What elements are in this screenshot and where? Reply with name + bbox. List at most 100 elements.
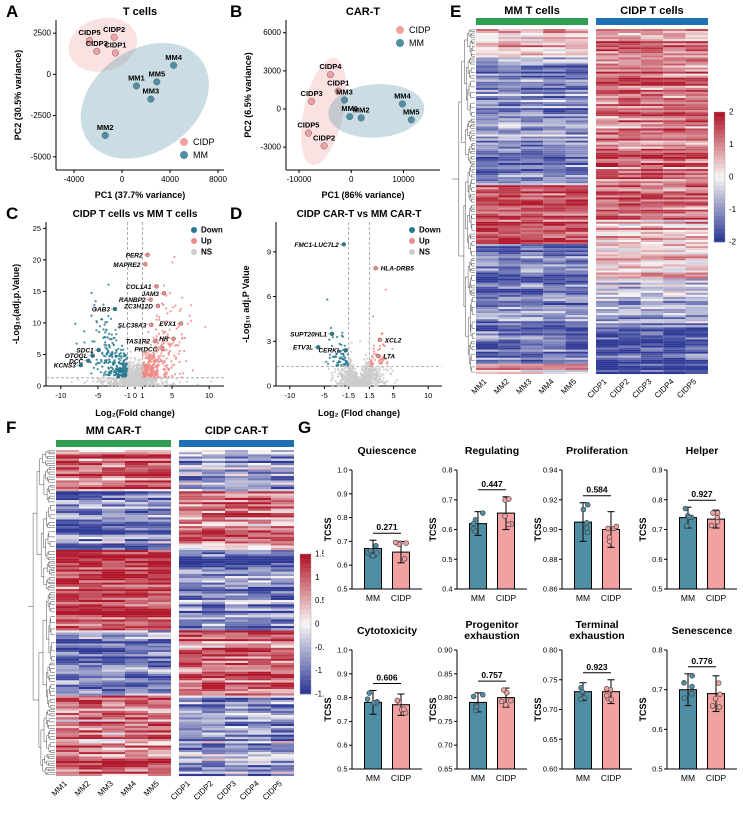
svg-text:LTA: LTA [383, 354, 395, 361]
svg-text:-3000: -3000 [261, 143, 282, 152]
panel-letter-a: A [6, 2, 19, 21]
svg-text:MM: MM [193, 150, 208, 160]
plot: Terminalexhaustion0.600.650.700.750.80TC… [533, 619, 632, 783]
svg-text:PC2 (30.5% variance): PC2 (30.5% variance) [13, 50, 23, 141]
svg-text:PC1 (86% variance): PC1 (86% variance) [321, 190, 404, 200]
svg-text:CIDP2: CIDP2 [313, 133, 335, 142]
svg-text:SLC38A3: SLC38A3 [118, 322, 147, 329]
svg-text:6: 6 [267, 292, 271, 301]
svg-text:COL1A1: COL1A1 [126, 284, 152, 291]
svg-text:4000: 4000 [161, 175, 179, 184]
svg-text:MM1: MM1 [470, 377, 489, 396]
svg-text:-5: -5 [321, 391, 328, 400]
svg-text:MM2: MM2 [97, 123, 114, 132]
svg-text:PC2 (6.5% variance): PC2 (6.5% variance) [243, 52, 253, 138]
svg-text:Down: Down [419, 226, 441, 235]
svg-text:9: 9 [267, 247, 271, 256]
svg-text:FMC1-LUC7L2: FMC1-LUC7L2 [294, 242, 339, 249]
svg-text:MM5: MM5 [403, 107, 420, 116]
svg-text:0: 0 [133, 391, 137, 400]
svg-text:-5000: -5000 [31, 152, 52, 161]
svg-text:HR: HR [159, 336, 169, 343]
svg-text:-10000: -10000 [287, 175, 312, 184]
svg-text:3: 3 [267, 337, 271, 346]
svg-text:CIDP1: CIDP1 [586, 377, 609, 400]
svg-text:10: 10 [33, 318, 41, 327]
panel-letter-d: D [230, 204, 243, 223]
svg-text:MM5: MM5 [559, 377, 578, 396]
svg-text:MM3: MM3 [142, 87, 159, 96]
svg-text:MM3: MM3 [336, 88, 353, 97]
svg-text:CIDP: CIDP [193, 137, 215, 147]
svg-text:5: 5 [391, 391, 395, 400]
plot: Progenitorexhaustion0.650.700.750.800.85… [428, 619, 527, 783]
svg-text:CIDP4: CIDP4 [653, 377, 676, 400]
svg-text:GAB3: GAB3 [92, 307, 110, 314]
svg-text:DCC: DCC [69, 358, 83, 365]
pca-car-t-chart: CAR-T -10000 0 10000 -3000 0 3000 6000 PC1 (86% … [243, 6, 440, 200]
svg-text:CIDP3: CIDP3 [301, 89, 323, 98]
svg-text:2: 2 [729, 108, 734, 117]
svg-text:TAS1R2: TAS1R2 [126, 339, 151, 346]
svg-text:PER2: PER2 [126, 252, 143, 259]
svg-text:PKDCC: PKDCC [134, 346, 157, 353]
svg-text:EVX1: EVX1 [159, 321, 176, 328]
heatmap: MM T cells CIDP T cells MM1 MM2 MM3 MM4 MM5 CID… [452, 5, 737, 400]
svg-text:1: 1 [729, 140, 734, 149]
bar-chart-terminal-exhaustion: Terminalexhaustion0.600.650.700.750.80TC… [533, 619, 632, 783]
svg-text:-Log₁₀(adj.p.Value): -Log₁₀(adj.p.Value) [11, 264, 21, 344]
svg-text:15: 15 [33, 287, 41, 296]
svg-text:CIDP1: CIDP1 [104, 40, 126, 49]
svg-text:CERKL: CERKL [318, 348, 340, 355]
svg-text:Log₂(Fold change): Log₂(Fold change) [95, 408, 175, 418]
svg-text:OTOGL: OTOGL [65, 353, 88, 360]
panel-letter-f: F [6, 418, 17, 437]
svg-text:CIDP: CIDP [409, 25, 431, 35]
svg-text:T cells: T cells [123, 6, 157, 18]
svg-text:0: 0 [267, 382, 271, 391]
svg-text:NS: NS [201, 248, 213, 257]
pca-t-cells-chart: T cells -4000 0 4000 8000 -5000 -2500 0 2500 PC1 … [13, 6, 227, 200]
svg-text:CIDP3: CIDP3 [86, 39, 108, 48]
svg-text:MM1: MM1 [128, 73, 145, 82]
svg-text:ZC3H12D: ZC3H12D [123, 303, 153, 310]
svg-text:CIDP3: CIDP3 [630, 377, 653, 400]
svg-text:5: 5 [170, 391, 174, 400]
svg-text:MM T cells: MM T cells [504, 5, 560, 17]
svg-text:SUPT20HL1: SUPT20HL1 [290, 331, 327, 338]
svg-text:0: 0 [120, 175, 125, 184]
svg-text:25: 25 [33, 224, 41, 233]
svg-text:-10: -10 [284, 391, 295, 400]
svg-text:Up: Up [419, 237, 430, 246]
svg-text:-2500: -2500 [31, 111, 52, 120]
svg-text:Down: Down [201, 226, 223, 235]
svg-text:RANBP2: RANBP2 [119, 297, 146, 304]
svg-text:MM2: MM2 [492, 377, 511, 396]
svg-text:10: 10 [424, 391, 432, 400]
svg-text:MM4: MM4 [165, 53, 182, 62]
svg-text:CIDP2: CIDP2 [608, 377, 631, 400]
volcano-car-t-chart: CIDP CAR-T vs MM CAR-T -10 -5 -1.5 1.5 5 10 0 3 6… [241, 209, 442, 418]
svg-text:XCL2: XCL2 [384, 337, 402, 344]
svg-text:10000: 10000 [392, 175, 415, 184]
svg-text:CIDP1: CIDP1 [327, 79, 349, 88]
svg-text:CAR-T: CAR-T [346, 6, 380, 18]
bar-chart-progenitor-exhaustion: Progenitorexhaustion0.650.700.750.800.85… [428, 619, 527, 783]
heatmap-t-cells: MM T cells CIDP T cells MM1 MM2 MM3 MM4 MM5 CID… [452, 5, 737, 400]
svg-text:SDC1: SDC1 [76, 348, 94, 355]
svg-text:MAPRE2: MAPRE2 [113, 262, 140, 269]
svg-text:20: 20 [33, 255, 41, 264]
svg-text:JAM3: JAM3 [142, 291, 160, 298]
svg-text:MM4: MM4 [394, 91, 411, 100]
svg-text:-4000: -4000 [64, 175, 85, 184]
svg-text:Log₂ (Flod change): Log₂ (Flod change) [318, 408, 400, 418]
panel-letter-b: B [230, 2, 243, 21]
